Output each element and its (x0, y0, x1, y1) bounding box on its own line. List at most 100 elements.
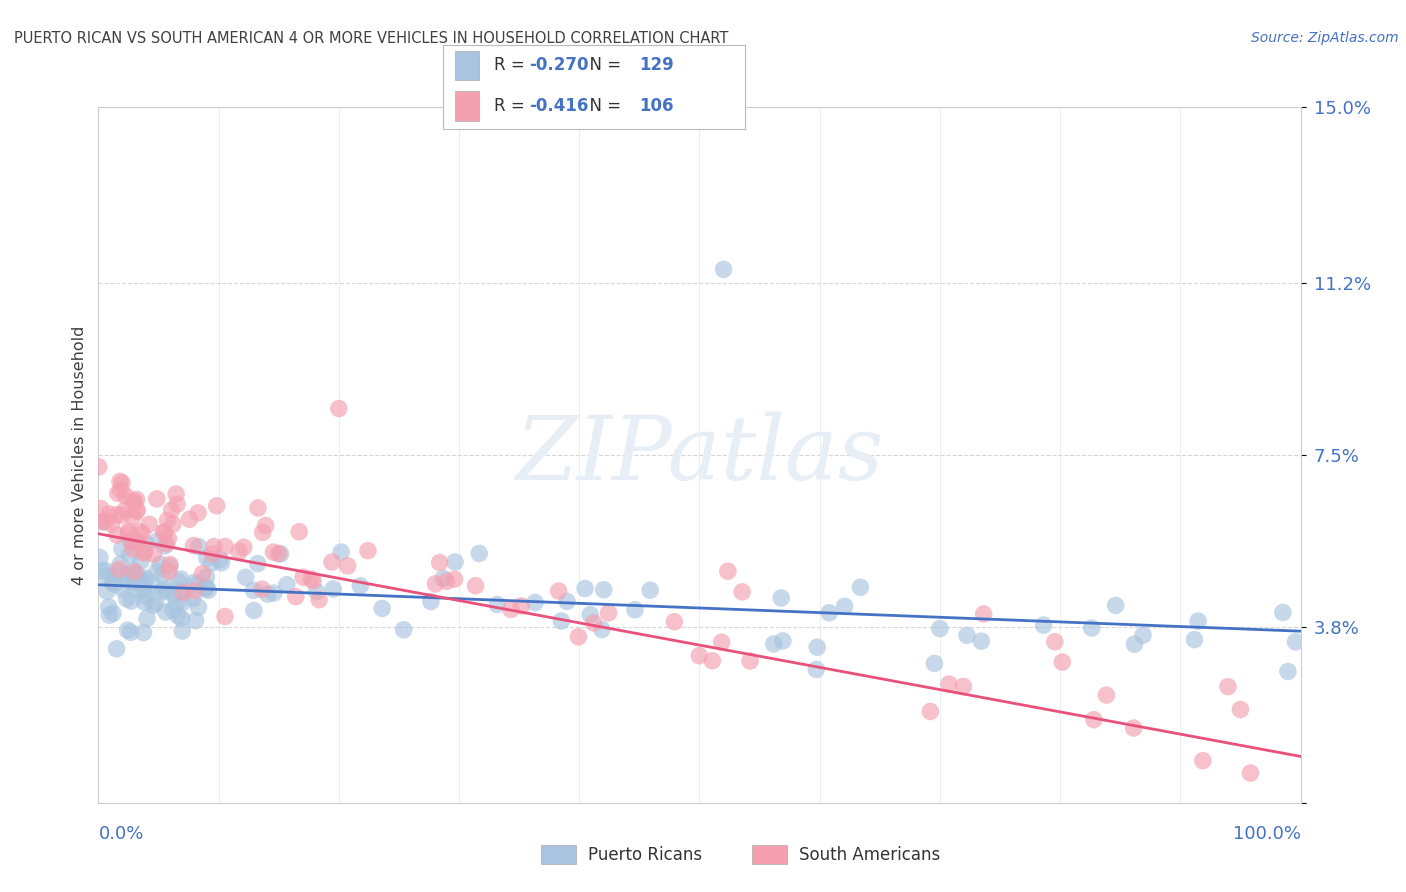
Point (97, 599, 120, 614)
Point (114, 502, 136, 516)
Text: ZIPatlas: ZIPatlas (515, 411, 884, 499)
Point (201, 547, 224, 561)
Point (228, 544, 250, 558)
Point (322, 582, 344, 596)
Point (111, 541, 134, 556)
Point (357, 543, 380, 558)
Text: PUERTO RICAN VS SOUTH AMERICAN 4 OR MORE VEHICLES IN HOUSEHOLD CORRELATION CHART: PUERTO RICAN VS SOUTH AMERICAN 4 OR MORE… (14, 31, 728, 46)
Point (124, 574, 146, 588)
Point (172, 595, 194, 609)
Point (270, 547, 292, 561)
Point (121, 534, 143, 549)
Point (101, 607, 124, 621)
Point (136, 611, 159, 625)
Point (432, 572, 454, 586)
Point (111, 582, 134, 596)
Point (91, 515, 114, 529)
Point (134, 589, 156, 603)
Point (195, 580, 218, 594)
Point (170, 584, 193, 599)
Point (105, 528, 128, 542)
Point (486, 598, 509, 612)
Point (104, 573, 127, 587)
Point (183, 575, 205, 590)
Point (834, 599, 856, 614)
Point (928, 622, 950, 636)
Point (152, 524, 174, 539)
Point (1083, 713, 1105, 727)
Point (110, 483, 132, 497)
Point (550, 614, 572, 628)
Point (132, 546, 155, 560)
Point (1032, 618, 1054, 632)
Point (468, 546, 491, 560)
Point (89, 550, 111, 565)
Point (172, 624, 194, 638)
Point (129, 575, 152, 590)
Point (90, 501, 112, 516)
Point (170, 572, 193, 586)
Text: R =: R = (495, 97, 530, 115)
Point (598, 606, 620, 620)
Point (1187, 614, 1209, 628)
Point (1123, 637, 1146, 651)
Point (624, 603, 647, 617)
Point (1229, 702, 1251, 716)
Point (849, 580, 872, 594)
Point (167, 608, 190, 623)
Point (107, 486, 129, 500)
Point (167, 574, 190, 589)
Point (970, 634, 993, 648)
Point (148, 533, 170, 548)
Point (142, 599, 165, 613)
Point (738, 654, 761, 668)
Point (117, 624, 139, 638)
Point (524, 595, 547, 609)
Point (96, 584, 118, 599)
Point (87, 459, 110, 474)
Point (127, 534, 149, 549)
Point (263, 545, 285, 559)
Point (702, 654, 724, 668)
Point (276, 578, 298, 592)
Point (122, 494, 145, 508)
Point (160, 503, 183, 517)
Point (135, 537, 157, 551)
Point (121, 541, 143, 556)
Point (165, 598, 187, 612)
Point (200, 557, 222, 571)
Point (191, 566, 214, 581)
Point (713, 262, 735, 277)
Point (806, 640, 828, 655)
Point (127, 503, 149, 517)
Point (125, 504, 148, 518)
Point (159, 559, 181, 574)
Point (170, 611, 193, 625)
Point (1284, 635, 1306, 649)
Point (165, 487, 187, 501)
Point (111, 475, 134, 490)
Point (574, 582, 596, 596)
Point (205, 499, 228, 513)
Point (731, 585, 754, 599)
Point (134, 595, 156, 609)
Point (104, 577, 127, 591)
Point (142, 547, 165, 561)
Point (181, 591, 204, 606)
Point (920, 705, 942, 719)
Point (156, 513, 179, 527)
Point (371, 601, 394, 615)
Point (108, 566, 131, 580)
Point (308, 592, 330, 607)
Point (924, 657, 946, 671)
Point (321, 555, 343, 569)
Point (299, 572, 322, 586)
Text: Source: ZipAtlas.com: Source: ZipAtlas.com (1251, 31, 1399, 45)
Point (591, 623, 613, 637)
Point (153, 525, 176, 540)
Text: Puerto Ricans: Puerto Ricans (588, 846, 702, 863)
Point (246, 500, 269, 515)
Point (125, 566, 148, 581)
Point (1184, 632, 1206, 647)
Point (155, 582, 177, 596)
